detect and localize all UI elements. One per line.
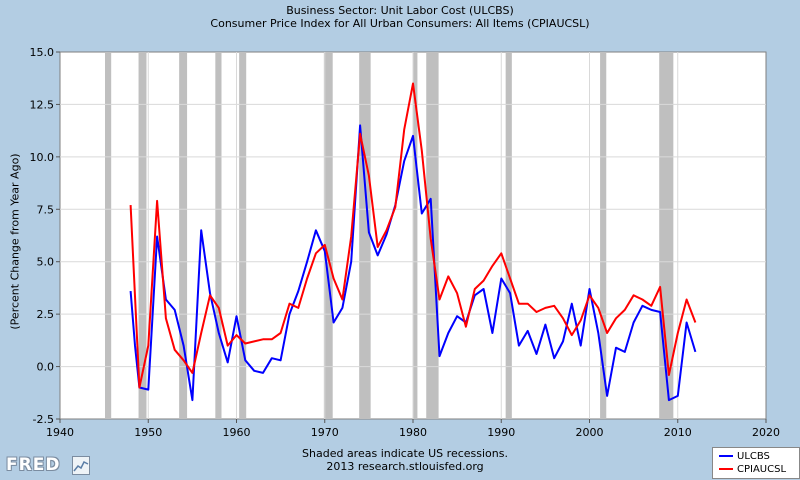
recession-band-7 [413, 52, 418, 419]
x-tick-label: 2000 [576, 426, 604, 439]
y-tick-label: 5.0 [37, 256, 55, 269]
y-tick-label: 12.5 [30, 98, 55, 111]
y-tick-label: 7.5 [37, 203, 55, 216]
fred-logo[interactable]: FRED [6, 455, 61, 475]
chart-title-line-1: Business Sector: Unit Labor Cost (ULCBS) [286, 4, 514, 17]
legend-item-cpiaucsl: CPIAUCSL [719, 464, 786, 476]
recession-note: Shaded areas indicate US recessions. [302, 447, 508, 460]
x-tick-label: 1960 [223, 426, 251, 439]
y-tick-label: -2.5 [33, 413, 54, 426]
y-axis-label: (Percent Change from Year Ago) [8, 153, 22, 330]
source-credit: 2013 research.stlouisfed.org [326, 460, 484, 473]
y-tick-label: 15.0 [30, 46, 55, 59]
recession-band-3 [215, 52, 222, 419]
legend-label-ulcbs: ULCBS [737, 451, 770, 462]
y-tick-label: 2.5 [37, 308, 55, 321]
chart-title-line-2: Consumer Price Index for All Urban Consu… [210, 17, 590, 30]
recession-band-1 [138, 52, 147, 419]
legend-swatch-cpiaucsl [719, 468, 733, 470]
x-tick-label: 1980 [399, 426, 427, 439]
series-lines [129, 82, 697, 402]
recession-band-4 [239, 52, 247, 419]
recession-band-6 [359, 52, 371, 419]
series-line-cpiaucsl [129, 82, 697, 389]
grid-lines [60, 52, 766, 419]
x-tick-label: 2020 [752, 426, 780, 439]
recession-band-9 [505, 52, 512, 419]
x-tick-label: 1990 [487, 426, 515, 439]
recession-band-11 [659, 52, 674, 419]
legend-swatch-ulcbs [719, 455, 733, 457]
recession-bands [105, 52, 674, 419]
recession-band-5 [323, 52, 333, 419]
y-tick-label: 0.0 [37, 361, 55, 374]
axis-ticks: 1940 1950 1960 1970 1980 1990 2000 2010 2020 -2.5… [30, 46, 781, 439]
recession-band-0 [105, 52, 112, 419]
chart-graph-icon [72, 456, 90, 475]
series-line-ulcbs [129, 124, 697, 402]
x-tick-label: 1970 [311, 426, 339, 439]
x-tick-label: 2010 [664, 426, 692, 439]
y-tick-label: 10.0 [30, 151, 55, 164]
recession-band-10 [600, 52, 607, 419]
chart-legend: ULCBS CPIAUCSL [712, 447, 800, 479]
legend-item-ulcbs: ULCBS [719, 451, 770, 463]
x-tick-label: 1940 [46, 426, 74, 439]
x-tick-label: 1950 [134, 426, 162, 439]
recession-band-2 [179, 52, 188, 419]
legend-label-cpiaucsl: CPIAUCSL [737, 464, 787, 475]
